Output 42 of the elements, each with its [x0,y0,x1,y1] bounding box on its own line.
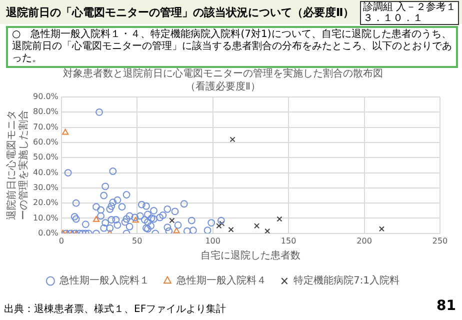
x-tick-label: 200 [356,236,372,246]
text: 退院前日の「心電図モニターの管理」の該当状況について（必要度Ⅱ） [6,5,354,20]
chart-title: 対象患者数と退院前日に心電図モニターの管理を実施した割合の散布図 [63,68,383,80]
point [62,128,69,135]
y-tick-label: 60.0% [32,138,59,147]
text: 81 [436,298,456,314]
point [276,216,282,222]
point [264,228,270,234]
x-tick-label: 150 [280,236,296,246]
text: 診調組 入－２参考１ [362,2,456,13]
legend-label: 急性期一般入院料４ [175,274,266,287]
point [230,136,236,142]
x-tick-label: 250 [432,236,448,246]
point [173,227,180,234]
legend-label: 特定機能病院7:1入院料 [293,274,400,287]
x-tick-label: 100 [205,236,220,246]
text: ○ 急性期一般入院料１・４、特定機能病院入院料(7対1)について、自宅に退院した患者のうち、退院前日の「心電図モニターの管理」に該当する患者割合の分布をみたところ、以下のとおりであった。 [6,26,458,68]
point [216,223,222,229]
point [132,216,139,223]
y-tick-label: 70.0% [32,122,59,132]
y-axis-title: 退院前日に心電図モニターの管理を実施した割合 [6,110,30,220]
point [92,216,100,222]
y-tick-label: 90.0% [32,92,59,102]
point [254,223,260,229]
text: ３．１０．１ [362,13,424,24]
y-tick-label: 80.0% [32,107,59,116]
source-note: 出典：退棟患者票、様式１、EFファイルより集計 [4,302,226,316]
y-tick-label: 20.0% [32,198,59,208]
y-tick-label: 30.0% [32,183,59,192]
point [378,226,384,232]
x-tick-label: 0 [58,236,64,246]
y-tick-label: 50.0% [32,152,59,162]
point [169,218,175,224]
legend-label: 急性期一般入院料１ [58,274,150,287]
y-tick-label: 40.0% [32,168,59,177]
point [228,226,234,232]
x-axis-title: 自宅に退院した患者数 [200,250,301,262]
y-tick-label: 0.0% [38,228,59,238]
point [219,220,225,226]
y-tick-label: 10.0% [32,213,59,222]
chart-subtitle: （看護必要度Ⅱ） [186,80,260,93]
x-tick-label: 50 [132,236,142,246]
